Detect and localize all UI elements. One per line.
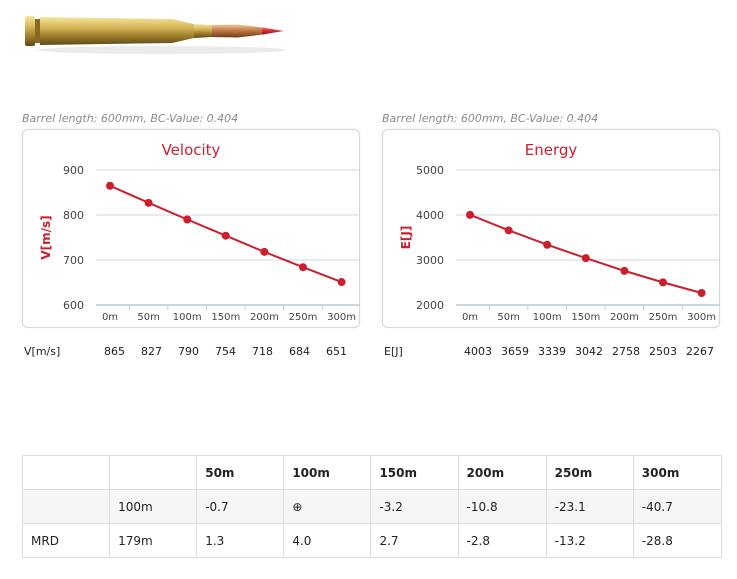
y-tick-label: 800	[63, 209, 84, 222]
row-value: 718	[252, 345, 273, 358]
table-cell: 179m	[109, 523, 198, 558]
y-tick-label: 5000	[416, 164, 444, 177]
velocity-caption: Barrel length: 600mm, BC-Value: 0.404	[22, 112, 239, 125]
energy-chart: Energy E[J] 2000 3000 4000 5000 0m 50m 100m 150m 2…	[399, 141, 719, 323]
table-header-cell	[21, 455, 111, 490]
table-header-cell: 100m	[283, 455, 372, 490]
row-value: 2503	[649, 345, 677, 358]
y-tick-label: 600	[63, 299, 84, 312]
x-tick-label: 200m	[250, 312, 279, 323]
x-tick-label: 100m	[173, 312, 202, 323]
y-tick-label: 700	[63, 254, 84, 267]
x-tick-label: 50m	[497, 312, 519, 323]
data-point	[260, 247, 269, 256]
table-header-row: 50m 100m 150m 200m 250m 300m	[21, 455, 723, 490]
energy-chart-card: Energy E[J] 2000 3000 4000 5000 0m 50m 100m 150m 2…	[382, 129, 720, 328]
row-value: 2267	[686, 345, 714, 358]
row-value: 684	[289, 345, 310, 358]
velocity-chart-card: Velocity V[m/s] 600 700 800 900 0m 50m 100m 150m 2…	[22, 129, 360, 328]
x-tick-label: 300m	[687, 312, 716, 323]
x-tick-label: 50m	[137, 312, 159, 323]
chart-title: Energy	[525, 141, 578, 159]
table-cell: -10.8	[457, 489, 547, 524]
row-value: 790	[178, 345, 199, 358]
row-value: 3659	[501, 345, 529, 358]
data-point	[620, 266, 629, 275]
data-point	[466, 210, 474, 219]
row-value: 3339	[538, 345, 566, 358]
data-point	[144, 198, 153, 207]
row-value: 865	[104, 345, 125, 358]
data-point	[659, 278, 667, 287]
x-tick-label: 300m	[327, 312, 356, 323]
cartridge-icon	[25, 16, 287, 54]
table-cell: -40.7	[632, 489, 723, 524]
table-header-cell: 200m	[457, 455, 547, 490]
series-line	[469, 213, 702, 294]
row-value: 2758	[612, 345, 640, 358]
row-value: 3042	[575, 345, 603, 358]
x-tick-label: 150m	[571, 312, 600, 323]
table-cell: -13.2	[545, 523, 634, 558]
row-value: 4003	[464, 345, 492, 358]
data-point	[543, 240, 552, 249]
table-row: 100m -0.7 ⊕ -3.2 -10.8 -23.1 -40.7	[21, 489, 723, 524]
y-axis-label: V[m/s]	[39, 215, 53, 259]
x-tick-label: 150m	[211, 312, 240, 323]
table-cell: 100m	[109, 489, 198, 524]
data-point	[221, 231, 230, 240]
table-cell: -0.7	[196, 489, 285, 524]
table-cell: 2.7	[370, 523, 459, 558]
x-tick-label: 250m	[649, 312, 678, 323]
table-header-cell: 250m	[545, 455, 634, 490]
table-cell: ⊕	[283, 489, 372, 524]
table-header-cell: 150m	[370, 455, 459, 490]
table-cell: -2.8	[457, 523, 547, 558]
row-value: 651	[326, 345, 347, 358]
x-tick-label: 0m	[102, 312, 118, 323]
table-cell: 1.3	[196, 523, 285, 558]
table-cell: -3.2	[370, 489, 459, 524]
table-cell: -23.1	[545, 489, 634, 524]
trajectory-table: 50m 100m 150m 200m 250m 300m 100m -0.7 ⊕ -3.2 -10.…	[21, 455, 723, 558]
row-value: 754	[215, 345, 236, 358]
table-cell: -28.8	[632, 523, 723, 558]
data-point	[337, 278, 346, 287]
y-tick-label: 4000	[416, 209, 444, 222]
x-tick-label: 200m	[610, 312, 639, 323]
data-point	[504, 226, 513, 235]
energy-caption: Barrel length: 600mm, BC-Value: 0.404	[382, 112, 599, 125]
table-header-cell: 300m	[632, 455, 723, 490]
data-point	[697, 288, 706, 297]
data-point	[299, 263, 307, 272]
data-point	[106, 181, 114, 190]
table-cell: 4.0	[283, 523, 372, 558]
velocity-chart: Velocity V[m/s] 600 700 800 900 0m 50m 100m 150m 2…	[39, 141, 359, 323]
data-point	[581, 254, 590, 263]
table-header-cell: 50m	[196, 455, 285, 490]
x-tick-label: 100m	[533, 312, 562, 323]
row-label: E[J]	[384, 345, 403, 358]
table-cell: MRD	[21, 523, 111, 558]
y-tick-label: 3000	[416, 254, 444, 267]
y-tick-label: 2000	[416, 299, 444, 312]
x-tick-label: 0m	[462, 312, 478, 323]
row-value: 827	[141, 345, 162, 358]
table-cell	[21, 489, 111, 524]
table-header-cell	[109, 455, 198, 490]
y-tick-label: 900	[63, 164, 84, 177]
chart-title: Velocity	[162, 141, 221, 159]
table-row: MRD 179m 1.3 4.0 2.7 -2.8 -13.2 -28.8	[21, 523, 723, 558]
x-tick-label: 250m	[289, 312, 318, 323]
data-point	[183, 215, 192, 224]
y-axis-label: E[J]	[399, 226, 413, 250]
row-label: V[m/s]	[24, 345, 61, 358]
